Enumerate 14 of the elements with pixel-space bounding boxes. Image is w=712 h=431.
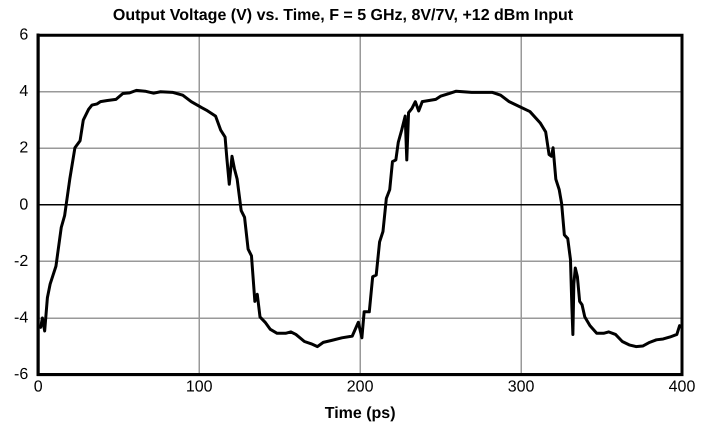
y-tick-label: -2 bbox=[14, 252, 28, 270]
chart-title: Output Voltage (V) vs. Time, F = 5 GHz, 8V/7V, +12 dBm Input bbox=[112, 7, 574, 24]
x-tick-label: 300 bbox=[508, 378, 534, 396]
x-tick-label: 100 bbox=[186, 378, 213, 396]
y-tick-label: 4 bbox=[19, 83, 28, 100]
y-tick-label: -4 bbox=[14, 309, 28, 326]
y-tick-label: 2 bbox=[19, 140, 28, 157]
y-tick-label: 6 bbox=[19, 26, 28, 44]
y-tick-label: 0 bbox=[19, 196, 28, 214]
x-tick-label: 200 bbox=[346, 378, 374, 396]
y-tick-label: -6 bbox=[14, 366, 28, 384]
x-tick-label: 400 bbox=[668, 378, 696, 396]
x-axis-title: Time (ps) bbox=[324, 404, 396, 422]
x-tick-label: 0 bbox=[34, 378, 43, 396]
